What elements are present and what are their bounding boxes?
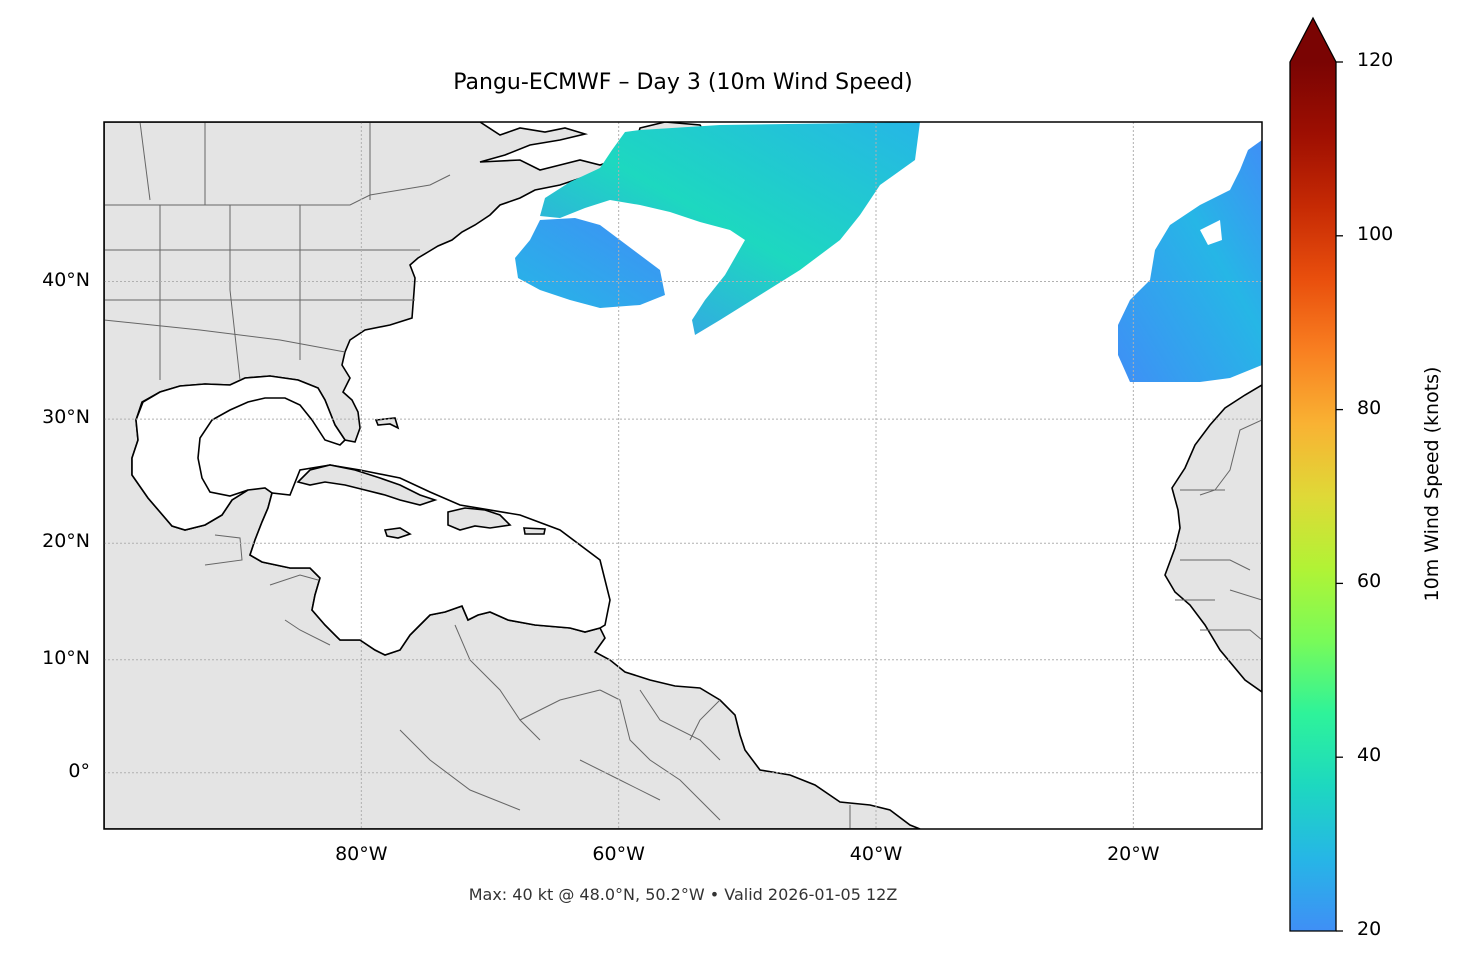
cuba-island xyxy=(296,464,438,506)
colorbar-tick-label: 20 xyxy=(1357,918,1382,940)
colorbar xyxy=(1289,16,1343,932)
map-footer: Max: 40 kt @ 48.0°N, 50.2°W • Valid 2026… xyxy=(468,885,898,904)
lat-tick-label: 10°N xyxy=(42,646,90,669)
caribbean-sea xyxy=(249,464,611,656)
jamaica-island xyxy=(383,527,412,539)
lon-tick-label: 40°W xyxy=(849,843,903,865)
gridlines xyxy=(104,122,1262,829)
colorbar-gradient xyxy=(1290,62,1336,931)
puerto-rico-island xyxy=(523,527,546,535)
gulf-of-mexico xyxy=(131,375,347,531)
lat-tick-label: 40°N xyxy=(42,268,90,291)
colorbar-label: 10m Wind Speed (knots) xyxy=(1421,366,1443,602)
wind-speed-layer xyxy=(515,122,1262,382)
lat-tick-label: 20°N xyxy=(42,530,90,553)
lat-tick-label: 30°N xyxy=(42,406,90,429)
country-borders xyxy=(104,122,1262,829)
lat-tick-label: 0° xyxy=(68,759,90,782)
africa-land xyxy=(1164,384,1262,693)
colorbar-tick-label: 120 xyxy=(1357,49,1394,71)
wind-field-eastern-atlantic-low xyxy=(1118,140,1262,382)
colorbar-extend-arrow xyxy=(1290,18,1336,62)
colorbar-tick-label: 60 xyxy=(1357,570,1382,593)
colorbar-tick-label: 100 xyxy=(1357,222,1394,245)
lon-tick-label: 20°W xyxy=(1107,843,1160,865)
wind-field-gulf-stream-patch xyxy=(515,218,665,308)
map-title: Pangu-ECMWF – Day 3 (10m Wind Speed) xyxy=(453,70,913,95)
hispaniola-island xyxy=(447,507,512,531)
colorbar-outline xyxy=(1289,16,1337,932)
map-frame xyxy=(103,121,1263,830)
bahamas-island xyxy=(374,417,400,430)
lon-tick-label: 60°W xyxy=(592,843,645,865)
wind-field-newfoundland-jet xyxy=(540,122,920,335)
colorbar-tick-label: 80 xyxy=(1357,396,1382,419)
land-layer xyxy=(104,122,1262,829)
colorbar-tick-label: 40 xyxy=(1357,744,1382,767)
lon-tick-label: 80°W xyxy=(335,843,388,865)
